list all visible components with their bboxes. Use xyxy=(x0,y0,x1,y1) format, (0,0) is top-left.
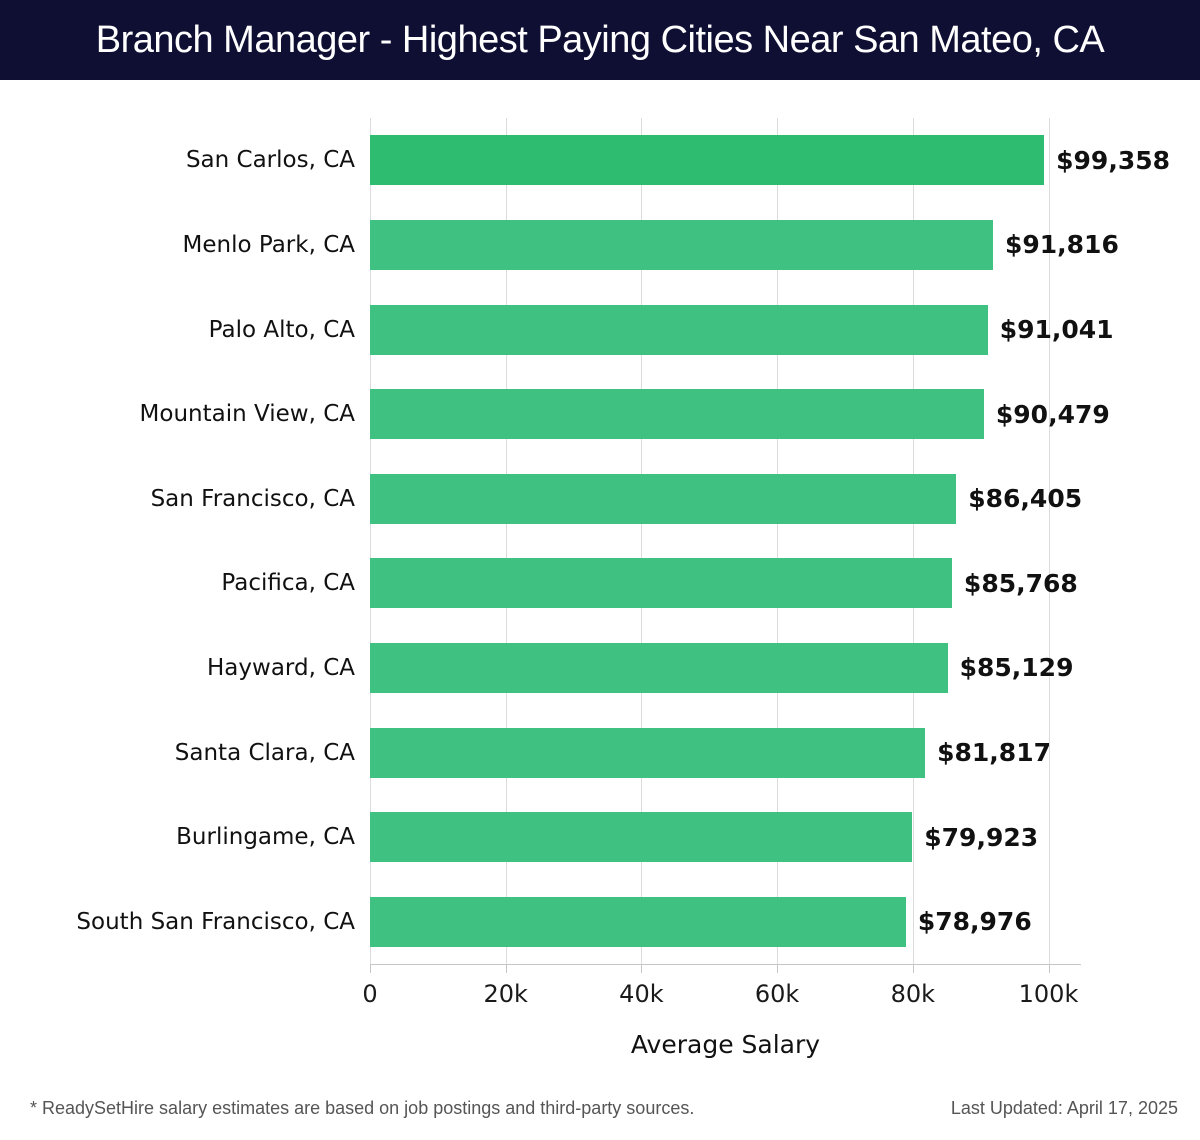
x-axis-title: Average Salary xyxy=(630,1030,821,1059)
bar xyxy=(370,135,1045,186)
value-label: $81,817 xyxy=(937,738,1051,767)
value-label: $99,358 xyxy=(1056,145,1171,175)
category-label: Burlingame, CA xyxy=(176,824,355,851)
value-label: $85,129 xyxy=(959,653,1074,683)
gridline-0 xyxy=(370,118,371,964)
bar xyxy=(370,389,984,440)
x-axis-line xyxy=(370,964,1081,965)
category-label: Hayward, CA xyxy=(207,654,355,681)
value-label: $79,923 xyxy=(924,822,1039,852)
bar xyxy=(370,812,913,863)
x-tick-label-20k: 20k xyxy=(483,980,528,1008)
disclaimer-text: * ReadySetHire salary estimates are base… xyxy=(30,1098,695,1118)
chart-header: Branch Manager - Highest Paying Cities N… xyxy=(0,0,1200,80)
x-tick-label-80k: 80k xyxy=(890,980,936,1008)
value-label: $91,041 xyxy=(999,315,1114,344)
x-tick-20k xyxy=(505,965,507,973)
x-tick-60k xyxy=(777,965,779,973)
bar xyxy=(370,558,952,609)
value-label: $78,976 xyxy=(917,907,1032,937)
gridline-60k xyxy=(777,118,779,964)
value-label: $91,816 xyxy=(1004,230,1119,260)
gridline-80k xyxy=(912,118,914,964)
bar xyxy=(370,219,993,270)
x-tick-80k xyxy=(912,965,914,973)
x-tick-0 xyxy=(370,965,371,973)
x-tick-40k xyxy=(641,965,643,973)
footer: * ReadySetHire salary estimates are base… xyxy=(0,1098,1200,1119)
category-label: Pacifica, CA xyxy=(221,570,355,597)
category-label: Santa Clara, CA xyxy=(174,739,355,766)
value-label: $85,768 xyxy=(963,568,1078,598)
category-label: Palo Alto, CA xyxy=(208,316,355,343)
gridline-100k xyxy=(1048,118,1050,964)
category-label: San Carlos, CA xyxy=(185,147,355,174)
plot-area: 0 20k 40k 60k 80k 100k San Carlos, CA $99,358 Me… xyxy=(76,118,1170,1008)
bar xyxy=(370,304,988,355)
x-tick-label-100k: 100k xyxy=(1018,980,1079,1008)
bar xyxy=(370,642,948,693)
category-label: South San Francisco, CA xyxy=(76,908,355,935)
bar xyxy=(370,896,906,947)
gridline-20k xyxy=(505,118,507,964)
bar xyxy=(370,473,957,524)
x-tick-label-60k: 60k xyxy=(754,980,800,1008)
bar xyxy=(370,727,926,778)
x-tick-label-40k: 40k xyxy=(619,980,664,1008)
category-label: Mountain View, CA xyxy=(139,401,355,428)
gridline-40k xyxy=(641,118,643,964)
x-tick-100k xyxy=(1048,965,1050,973)
value-label: $90,479 xyxy=(995,399,1110,429)
chart-title: Branch Manager - Highest Paying Cities N… xyxy=(95,18,1105,61)
last-updated-text: Last Updated: April 17, 2025 xyxy=(950,1098,1178,1118)
x-tick-label-0: 0 xyxy=(362,980,378,1008)
category-label: Menlo Park, CA xyxy=(182,231,355,258)
value-label: $86,405 xyxy=(968,484,1083,514)
category-label: San Francisco, CA xyxy=(150,485,355,512)
